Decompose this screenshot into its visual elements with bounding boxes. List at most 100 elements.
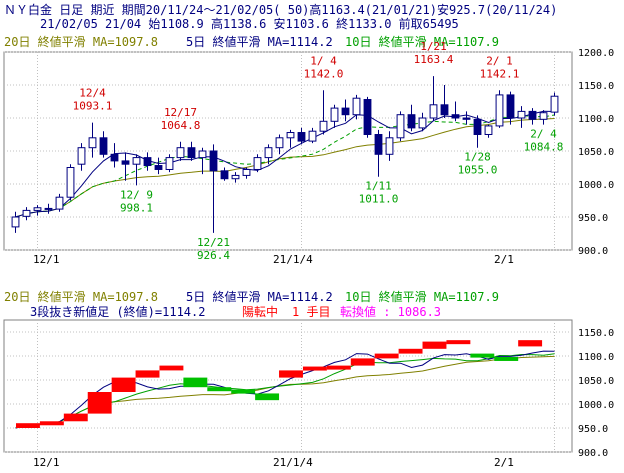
top-y-axis: 1200.0 1150.0 1100.0 1050.0 1000.0 950.0 900.0 [578,48,614,257]
candle-up [264,147,273,159]
top-y-tick-label: 1050.0 [578,147,614,158]
candle-up [22,209,31,217]
brick-up [302,366,327,371]
bottom-ma5-line [15,350,555,429]
annotation-date: 12/4 [79,87,106,100]
candle-up [11,216,20,228]
annotation-date: 12/17 [164,106,197,119]
annotation-value: 1084.8 [524,141,564,154]
bottom-y-tick-label: 1150.0 [578,328,614,339]
brick-up [446,340,471,345]
bottom-y-tick-label: 950.0 [578,424,608,435]
bottom-x-label-3: 2/1 [494,456,514,469]
candle-down [473,118,482,135]
candle-up [352,97,361,116]
candle-down [99,137,108,155]
brick-up [39,421,64,426]
bottom-y-tick-label: 1000.0 [578,400,614,411]
brick-down [255,393,280,401]
brick-up [111,377,136,392]
legend-top-ma10: 10日 終値平滑 MA=1107.9 [345,34,499,49]
candle-up [66,167,75,198]
candle-down [220,170,229,180]
bottom-x-label-1: 12/1 [33,456,60,469]
ma5-line [15,110,555,218]
legend-bottom-ma20: 20日 終値平滑 MA=1097.8 [4,289,158,304]
candle-up [176,147,185,159]
annotation-value: 1055.0 [458,164,498,177]
candle-up [33,207,42,211]
candle-down [297,132,306,142]
candle-down [506,94,515,119]
bottom-y-tick-label: 1050.0 [578,376,614,387]
header-line1: ＮＹ白金 日足 期近 期間20/11/24～21/02/05( 50)高1163… [4,2,557,17]
brick-up [422,341,447,349]
bottom-grid [4,320,572,453]
candle-up [385,137,394,155]
candle-down [528,110,537,120]
candle-up [319,120,328,132]
candle-down [363,99,372,135]
brick-up [374,353,399,359]
ma20-line [15,118,555,218]
candle-up [231,174,240,180]
candle-down [121,160,130,165]
annotation-value: 1011.0 [359,193,399,206]
annotation-date: 2/ 1 [486,54,513,67]
brick-up [87,392,112,414]
top-x-label-1: 12/1 [33,253,60,266]
candle-up [198,150,207,159]
annotation-value: 998.1 [120,201,153,214]
annotation-date: 1/11 [365,180,392,193]
candle-up [308,130,317,142]
candle-down [341,107,350,116]
bottom-x-label-2: 21/1/4 [273,456,313,469]
brick-down [183,377,208,388]
annotation-date: 12/21 [197,236,230,249]
candle-down [154,165,163,170]
top-y-tick-label: 950.0 [578,213,608,224]
candles [11,76,559,233]
annotation-date: 1/21 [420,40,447,53]
brick-up [398,348,423,354]
top-moving-averages [15,110,555,218]
candle-up [88,137,97,149]
top-x-label-2: 21/1/4 [273,253,313,266]
candle-down [44,207,53,210]
candle-down [462,117,471,120]
legend-top-ma5: 5日 終値平滑 MA=1114.2 [186,34,333,49]
top-grid [4,51,572,251]
candle-down [374,134,383,155]
legend-bottom-ma10: 10日 終値平滑 MA=1107.9 [345,289,499,304]
tlb-reversal: 転換値 : 1086.3 [340,304,441,319]
brick-up [16,423,40,428]
tlb-prefix: 3段抜き新値足 (終値)=1114.2 [30,304,205,319]
candle-down [143,157,152,167]
candle-up [330,107,339,122]
annotation-value: 926.4 [197,249,230,262]
annotation-date: 1/ 4 [310,54,337,67]
annotation-value: 1163.4 [414,53,454,66]
tlb-state: 陽転中 [242,304,278,319]
bottom-panel-frame [3,319,573,453]
top-x-label-3: 2/1 [494,253,514,266]
annotation-date: 1/28 [464,151,491,164]
candle-up [429,104,438,119]
annotation-date: 2/ 4 [530,128,557,141]
candle-up [418,117,427,129]
annotation-value: 1093.1 [73,100,113,113]
candle-down [440,104,449,116]
candle-up [275,137,284,149]
candle-up [396,114,405,139]
candle-up [495,94,504,127]
candle-up [55,196,64,210]
candle-up [484,125,493,135]
brick-down [494,356,519,361]
top-y-tick-label: 900.0 [578,246,608,257]
top-y-tick-label: 1100.0 [578,114,614,125]
brick-down [207,387,232,392]
candle-up [539,112,548,120]
candle-up [550,95,559,113]
